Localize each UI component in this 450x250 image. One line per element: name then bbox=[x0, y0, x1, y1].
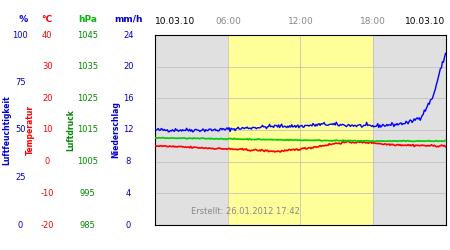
Text: hPa: hPa bbox=[78, 15, 97, 24]
Text: 18:00: 18:00 bbox=[360, 18, 386, 26]
Text: 20: 20 bbox=[123, 62, 134, 71]
Text: mm/h: mm/h bbox=[114, 15, 143, 24]
Text: 0: 0 bbox=[45, 157, 50, 166]
Text: 06:00: 06:00 bbox=[215, 18, 241, 26]
Text: 100: 100 bbox=[13, 30, 28, 40]
Text: 25: 25 bbox=[15, 173, 26, 182]
Text: 985: 985 bbox=[80, 220, 96, 230]
Text: 1015: 1015 bbox=[77, 126, 98, 134]
Text: Erstellt: 26.01.2012 17:42: Erstellt: 26.01.2012 17:42 bbox=[191, 206, 300, 216]
Text: 10: 10 bbox=[42, 126, 53, 134]
Text: 20: 20 bbox=[42, 94, 53, 103]
Text: 24: 24 bbox=[123, 30, 134, 40]
Text: %: % bbox=[13, 15, 28, 24]
Text: 40: 40 bbox=[42, 30, 53, 40]
Text: 10.03.10: 10.03.10 bbox=[405, 18, 446, 26]
Text: 8: 8 bbox=[126, 157, 131, 166]
Text: 0: 0 bbox=[126, 220, 131, 230]
Text: -10: -10 bbox=[40, 189, 54, 198]
Text: 0: 0 bbox=[18, 220, 23, 230]
Text: Luftdruck: Luftdruck bbox=[67, 109, 76, 151]
Text: Luftfeuchtigkeit: Luftfeuchtigkeit bbox=[3, 95, 12, 165]
Text: 12: 12 bbox=[123, 126, 134, 134]
Text: 10.03.10: 10.03.10 bbox=[155, 18, 195, 26]
Text: 4: 4 bbox=[126, 189, 131, 198]
Text: -20: -20 bbox=[40, 220, 54, 230]
Text: 995: 995 bbox=[80, 189, 95, 198]
Text: 12:00: 12:00 bbox=[288, 18, 313, 26]
Text: Niederschlag: Niederschlag bbox=[112, 102, 121, 158]
Text: 75: 75 bbox=[15, 78, 26, 87]
Text: 1045: 1045 bbox=[77, 30, 98, 40]
Text: 30: 30 bbox=[42, 62, 53, 71]
Text: °C: °C bbox=[42, 15, 53, 24]
Text: 16: 16 bbox=[123, 94, 134, 103]
Text: 1005: 1005 bbox=[77, 157, 98, 166]
Text: 50: 50 bbox=[15, 126, 26, 134]
Bar bbox=[228, 35, 373, 225]
Text: 1025: 1025 bbox=[77, 94, 98, 103]
Text: Temperatur: Temperatur bbox=[26, 105, 35, 155]
Text: 1035: 1035 bbox=[77, 62, 98, 71]
